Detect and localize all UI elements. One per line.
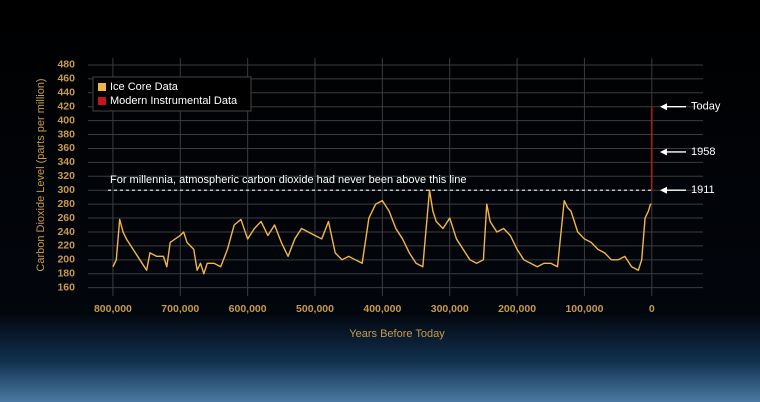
x-tick-label: 800,000	[94, 303, 132, 315]
x-tick-label: 0	[649, 303, 655, 315]
annotation-label: 1958	[691, 146, 715, 158]
y-tick-label: 480	[57, 59, 75, 71]
y-tick-label: 360	[57, 142, 75, 154]
y-tick-label: 260	[57, 212, 75, 224]
legend-swatch	[98, 83, 106, 91]
x-tick-label: 300,000	[431, 303, 469, 315]
y-tick-label: 400	[57, 114, 75, 126]
annotation-label: 1911	[691, 184, 715, 196]
y-tick-label: 380	[57, 128, 75, 140]
y-axis-title: Carbon Dioxide Level (parts per million)	[35, 78, 47, 271]
y-tick-label: 280	[57, 198, 75, 210]
x-tick-label: 400,000	[363, 303, 401, 315]
y-tick-label: 160	[57, 281, 75, 293]
y-tick-label: 460	[57, 73, 75, 85]
series-line	[112, 189, 652, 275]
y-tick-label: 320	[57, 170, 75, 182]
x-tick-label: 500,000	[296, 303, 334, 315]
x-tick-label: 600,000	[229, 303, 267, 315]
legend-label: Modern Instrumental Data	[110, 95, 238, 107]
y-tick-label: 220	[57, 240, 75, 252]
annotation-arrowhead	[660, 148, 667, 156]
legend-label: Ice Core Data	[110, 81, 179, 93]
x-tick-label: 100,000	[565, 303, 603, 315]
legend-box	[92, 76, 252, 112]
y-tick-label: 180	[57, 268, 75, 280]
annotation-arrowhead	[660, 186, 667, 194]
annotation-label: Today	[691, 101, 721, 113]
reference-label: For millennia, atmospheric carbon dioxid…	[110, 174, 467, 186]
annotation-arrowhead	[660, 103, 667, 111]
y-tick-label: 200	[57, 254, 75, 266]
x-axis-title: Years Before Today	[349, 328, 445, 340]
y-tick-label: 340	[57, 156, 75, 168]
y-tick-label: 420	[57, 100, 75, 112]
y-tick-label: 440	[57, 87, 75, 99]
y-tick-label: 240	[57, 226, 75, 238]
x-tick-label: 200,000	[498, 303, 536, 315]
y-tick-label: 300	[57, 184, 75, 196]
x-tick-label: 700,000	[161, 303, 199, 315]
legend-swatch	[98, 97, 106, 105]
